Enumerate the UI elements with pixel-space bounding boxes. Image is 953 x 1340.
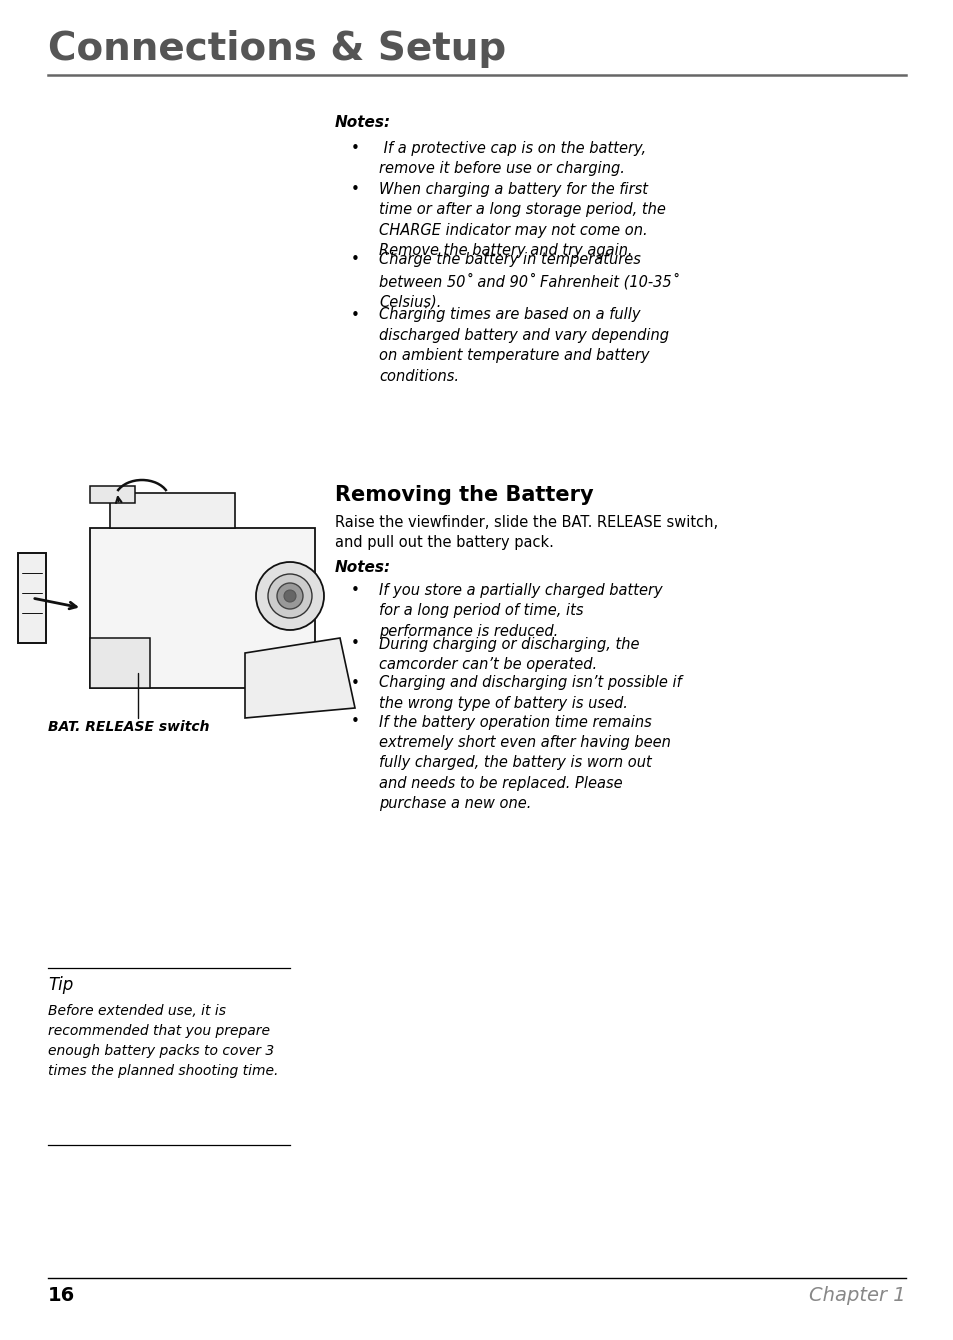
Text: Charging times are based on a fully
discharged battery and vary depending
on amb: Charging times are based on a fully disc…	[378, 307, 668, 383]
Text: •: •	[351, 182, 359, 197]
Text: Notes:: Notes:	[335, 560, 391, 575]
Text: Charge the battery in temperatures
between 50˚ and 90˚ Fahrenheit (10-35˚
Celsiu: Charge the battery in temperatures betwe…	[378, 252, 679, 310]
Polygon shape	[90, 638, 150, 687]
Text: BAT. RELEASE switch: BAT. RELEASE switch	[48, 720, 210, 734]
Circle shape	[284, 590, 295, 602]
Text: Notes:: Notes:	[335, 115, 391, 130]
Text: Removing the Battery: Removing the Battery	[335, 485, 593, 505]
Text: Connections & Setup: Connections & Setup	[48, 29, 506, 68]
Polygon shape	[18, 553, 46, 643]
Text: •: •	[351, 141, 359, 155]
Text: When charging a battery for the first
time or after a long storage period, the
C: When charging a battery for the first ti…	[378, 182, 665, 259]
Polygon shape	[245, 638, 355, 718]
Text: •: •	[351, 307, 359, 323]
Text: Tip: Tip	[48, 976, 73, 994]
Text: •: •	[351, 252, 359, 267]
Text: If a protective cap is on the battery,
remove it before use or charging.: If a protective cap is on the battery, r…	[378, 141, 645, 177]
Circle shape	[268, 574, 312, 618]
Text: Raise the viewfinder, slide the BAT. RELEASE switch,
and pull out the battery pa: Raise the viewfinder, slide the BAT. REL…	[335, 515, 718, 551]
Text: •: •	[351, 675, 359, 690]
Polygon shape	[110, 493, 234, 528]
Text: Before extended use, it is
recommended that you prepare
enough battery packs to : Before extended use, it is recommended t…	[48, 1004, 278, 1079]
Polygon shape	[90, 486, 135, 502]
Text: Chapter 1: Chapter 1	[808, 1286, 905, 1305]
Text: •: •	[351, 583, 359, 598]
Text: •: •	[351, 714, 359, 729]
Text: •: •	[351, 636, 359, 651]
Text: If the battery operation time remains
extremely short even after having been
ful: If the battery operation time remains ex…	[378, 714, 670, 811]
Text: 16: 16	[48, 1286, 75, 1305]
Text: During charging or discharging, the
camcorder can’t be operated.: During charging or discharging, the camc…	[378, 636, 639, 671]
Circle shape	[276, 583, 303, 608]
Polygon shape	[90, 528, 314, 687]
Circle shape	[255, 561, 324, 630]
Text: Charging and discharging isn’t possible if
the wrong type of battery is used.: Charging and discharging isn’t possible …	[378, 675, 681, 712]
Text: If you store a partially charged battery
for a long period of time, its
performa: If you store a partially charged battery…	[378, 583, 662, 639]
